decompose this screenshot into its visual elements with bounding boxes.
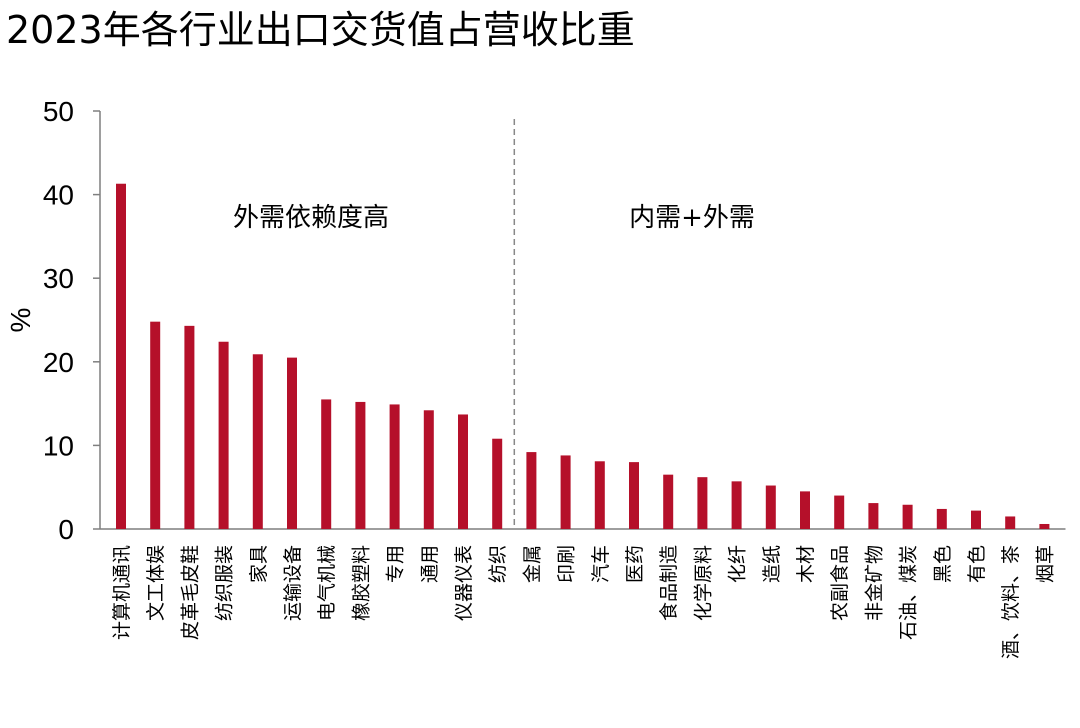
chart-title: 2023年各行业出口交货值占营收比重 bbox=[6, 8, 635, 52]
y-tick-label: 10 bbox=[43, 430, 74, 461]
category-label: 造纸 bbox=[761, 545, 783, 583]
bar bbox=[971, 510, 981, 529]
bar bbox=[868, 503, 879, 529]
category-label: 计算机通讯 bbox=[111, 545, 133, 640]
category-label: 皮革毛皮鞋 bbox=[179, 545, 201, 640]
annotation-high-external: 外需依赖度高 bbox=[233, 203, 389, 233]
category-label: 有色 bbox=[966, 545, 988, 583]
category-label: 黑色 bbox=[932, 545, 954, 583]
category-label: 纺织 bbox=[487, 545, 509, 583]
bar bbox=[116, 183, 126, 529]
bar bbox=[936, 508, 947, 529]
y-axis-label: % bbox=[5, 308, 36, 333]
bar bbox=[731, 481, 742, 529]
bar bbox=[287, 357, 297, 529]
category-label: 家具 bbox=[248, 545, 270, 583]
category-label: 医药 bbox=[624, 545, 646, 583]
category-labels: 计算机通讯 文工体娱 皮革毛皮鞋 纺织服装 家具 运输设备 电气机械 橡胶塑料 专用 通用 仪器仪表… bbox=[111, 545, 1056, 659]
category-label: 印刷 bbox=[556, 545, 578, 583]
category-label: 文工体娱 bbox=[145, 545, 167, 621]
y-tick-label: 20 bbox=[43, 347, 74, 378]
category-label: 烟草 bbox=[1034, 545, 1056, 583]
bar bbox=[1005, 516, 1016, 529]
bar bbox=[663, 474, 674, 529]
bar bbox=[765, 485, 776, 529]
category-label: 农副食品 bbox=[829, 545, 851, 621]
category-label: 专用 bbox=[385, 545, 407, 583]
bars bbox=[116, 183, 1050, 529]
y-axis: 0 10 20 30 40 50 bbox=[43, 96, 101, 545]
bar bbox=[389, 404, 400, 529]
bar bbox=[526, 452, 537, 529]
y-tick-label: 50 bbox=[43, 96, 74, 127]
bar bbox=[252, 354, 263, 529]
bar bbox=[902, 504, 913, 529]
category-label: 仪器仪表 bbox=[453, 545, 475, 621]
bar bbox=[184, 325, 195, 529]
bar bbox=[834, 495, 845, 529]
bar bbox=[150, 321, 161, 529]
category-label: 木材 bbox=[795, 545, 817, 583]
category-label: 橡胶塑料 bbox=[350, 545, 372, 621]
bar bbox=[458, 414, 468, 529]
y-tick-label: 30 bbox=[43, 263, 74, 294]
category-label: 非金矿物 bbox=[863, 545, 885, 621]
category-label: 化学原料 bbox=[692, 545, 714, 621]
category-label: 汽车 bbox=[590, 545, 612, 583]
bar bbox=[697, 477, 708, 529]
bar bbox=[1039, 523, 1050, 529]
category-label: 纺织服装 bbox=[214, 545, 236, 621]
bar bbox=[355, 401, 366, 529]
category-label: 石油、煤炭 bbox=[898, 545, 920, 640]
bar bbox=[492, 438, 503, 529]
category-label: 金属 bbox=[521, 545, 543, 583]
category-label: 电气机械 bbox=[316, 545, 338, 621]
category-label: 通用 bbox=[419, 545, 441, 583]
y-tick-label: 0 bbox=[58, 514, 74, 545]
y-tick-label: 40 bbox=[43, 180, 74, 211]
annotation-internal-external: 内需+外需 bbox=[629, 203, 755, 233]
bar bbox=[560, 455, 571, 529]
bar bbox=[321, 399, 332, 529]
category-label: 食品制造 bbox=[658, 545, 680, 621]
bar bbox=[800, 491, 810, 529]
category-label: 运输设备 bbox=[282, 545, 304, 621]
bar bbox=[423, 410, 434, 529]
bar bbox=[218, 341, 229, 529]
category-label: 酒、饮料、茶 bbox=[1000, 545, 1022, 659]
bar bbox=[594, 461, 605, 529]
category-label: 化纤 bbox=[727, 545, 749, 583]
bar bbox=[629, 462, 639, 529]
